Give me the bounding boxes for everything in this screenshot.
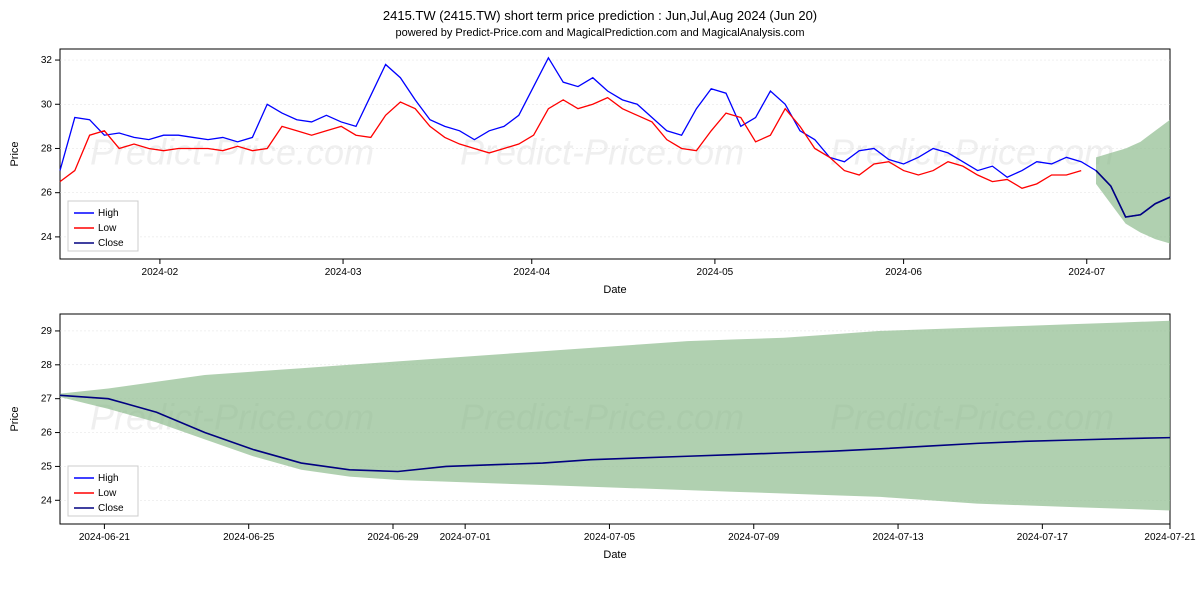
- prediction-area: [60, 321, 1170, 511]
- xtick-label: 2024-07-05: [584, 532, 636, 543]
- legend-label: Close: [98, 503, 124, 514]
- xtick-label: 2024-06-29: [367, 532, 419, 543]
- watermark: Predict-Price.com: [830, 132, 1114, 173]
- xtick-label: 2024-07-21: [1144, 532, 1196, 543]
- xtick-label: 2024-07: [1068, 267, 1105, 278]
- ylabel: Price: [9, 406, 21, 431]
- xtick-label: 2024-07-17: [1017, 532, 1069, 543]
- ytick-label: 30: [41, 99, 53, 110]
- xtick-label: 2024-04: [513, 267, 550, 278]
- chart-title: 2415.TW (2415.TW) short term price predi…: [0, 0, 1200, 23]
- ytick-label: 24: [41, 495, 53, 506]
- ylabel: Price: [9, 141, 21, 166]
- ytick-label: 32: [41, 55, 53, 66]
- ytick-label: 27: [41, 394, 53, 405]
- xtick-label: 2024-06-21: [79, 532, 131, 543]
- ytick-label: 26: [41, 428, 53, 439]
- legend-label: Low: [98, 488, 117, 499]
- chart1-container: 24 26 28 30 32 2024-02 2024-03 2024-04 2024-05 20…: [0, 39, 1200, 304]
- chart-subtitle: powered by Predict-Price.com and Magical…: [0, 23, 1200, 39]
- chart2-container: 24 25 26 27 28 29 2024-06-21 2024-06-25 2024-06-…: [0, 304, 1200, 569]
- legend-label: Close: [98, 238, 124, 249]
- watermark: Predict-Price.com: [460, 132, 744, 173]
- xtick-label: 2024-07-13: [872, 532, 924, 543]
- xtick-label: 2024-06: [885, 267, 922, 278]
- ytick-label: 29: [41, 326, 53, 337]
- xtick-label: 2024-06-25: [223, 532, 275, 543]
- chart2: 24 25 26 27 28 29 2024-06-21 2024-06-25 2024-06-…: [0, 304, 1200, 569]
- ytick-label: 28: [41, 143, 53, 154]
- xlabel: Date: [603, 549, 626, 561]
- legend-label: High: [98, 473, 119, 484]
- ytick-label: 28: [41, 360, 53, 371]
- xtick-label: 2024-07-01: [440, 532, 492, 543]
- xtick-label: 2024-07-09: [728, 532, 780, 543]
- chart1: 24 26 28 30 32 2024-02 2024-03 2024-04 2024-05 20…: [0, 39, 1200, 304]
- legend-label: Low: [98, 223, 117, 234]
- ytick-label: 25: [41, 461, 53, 472]
- ytick-label: 26: [41, 188, 53, 199]
- xtick-label: 2024-05: [697, 267, 734, 278]
- ytick-label: 24: [41, 232, 53, 243]
- xtick-label: 2024-02: [142, 267, 179, 278]
- xtick-label: 2024-03: [325, 267, 362, 278]
- legend-label: High: [98, 208, 119, 219]
- xlabel: Date: [603, 284, 626, 296]
